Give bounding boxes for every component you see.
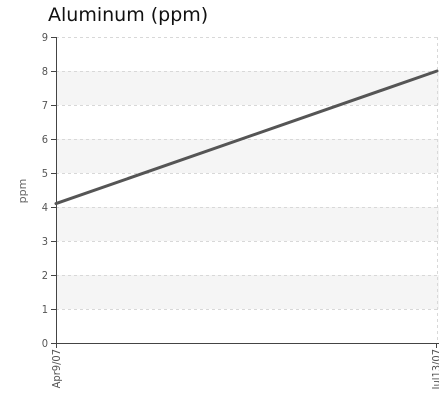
y-axis-label: ppm	[16, 179, 29, 204]
series-line	[54, 69, 439, 206]
y-tick-label: 1	[42, 303, 48, 316]
y-tick-label: 9	[42, 31, 48, 44]
y-tick-label: 5	[42, 167, 48, 180]
y-tick-label: 0	[42, 337, 48, 350]
y-tick-label: 3	[42, 235, 48, 248]
y-tick-label: 7	[42, 99, 48, 112]
series-layer	[54, 69, 439, 206]
x-tick-labels: Apr9/07 Jul13/07	[50, 349, 439, 390]
grid-band	[56, 71, 439, 105]
y-tick-labels: 0 1 2 3 4 5 6 7 8 9	[42, 31, 48, 350]
x-tick-label: Jul13/07	[430, 349, 439, 390]
grid-band	[56, 207, 439, 241]
band-layer	[56, 71, 439, 309]
y-tick-label: 8	[42, 65, 48, 78]
axis-layer	[51, 37, 439, 348]
x-tick-label: Apr9/07	[50, 349, 63, 388]
y-tick-label: 6	[42, 133, 48, 146]
y-tick-label: 2	[42, 269, 48, 282]
grid-band	[56, 139, 439, 173]
y-tick-label: 4	[42, 201, 48, 214]
chart-title: Aluminum (ppm)	[48, 4, 209, 26]
grid-band	[56, 275, 439, 309]
